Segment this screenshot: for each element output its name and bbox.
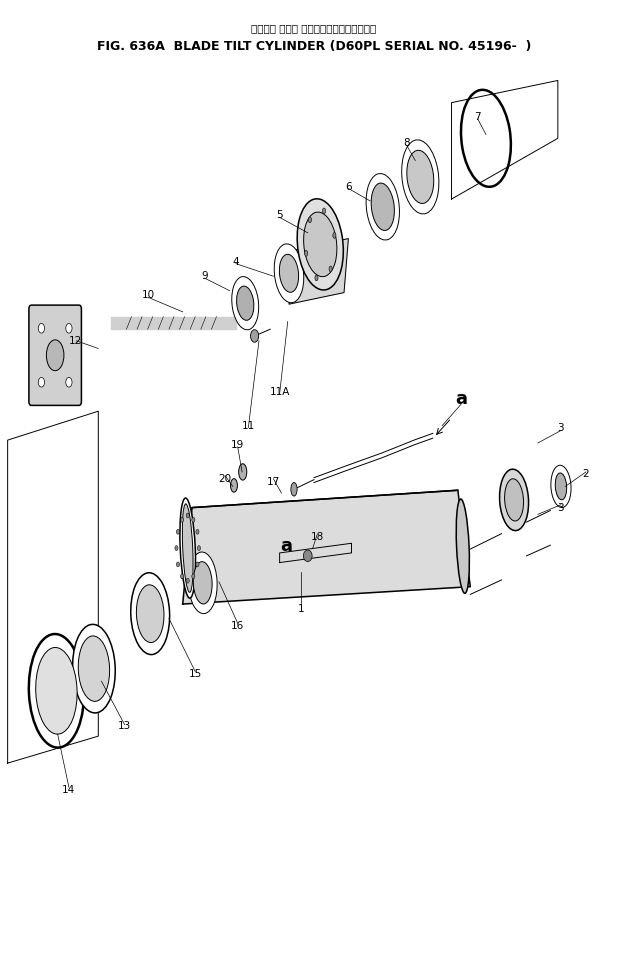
Ellipse shape (551, 465, 571, 508)
Ellipse shape (29, 634, 84, 747)
Ellipse shape (291, 483, 297, 496)
Ellipse shape (192, 517, 195, 522)
FancyBboxPatch shape (29, 306, 82, 405)
Ellipse shape (196, 562, 199, 567)
Ellipse shape (180, 498, 195, 599)
Ellipse shape (366, 173, 399, 240)
Text: 15: 15 (188, 669, 202, 680)
Ellipse shape (308, 217, 311, 222)
Text: 5: 5 (276, 211, 283, 220)
Ellipse shape (38, 377, 45, 387)
Ellipse shape (186, 513, 189, 518)
Ellipse shape (315, 275, 318, 280)
Ellipse shape (499, 469, 529, 531)
Ellipse shape (66, 323, 72, 333)
Ellipse shape (232, 277, 259, 330)
Text: 11: 11 (242, 421, 255, 430)
Polygon shape (183, 490, 470, 604)
Ellipse shape (176, 562, 180, 567)
Ellipse shape (196, 529, 199, 534)
Ellipse shape (239, 464, 247, 481)
Text: ブレード チルト シリンダ　　　　適用号機: ブレード チルト シリンダ 適用号機 (251, 23, 377, 34)
Ellipse shape (73, 625, 116, 713)
Text: 3: 3 (558, 503, 565, 513)
Ellipse shape (186, 578, 189, 583)
Polygon shape (452, 80, 558, 199)
Ellipse shape (329, 266, 332, 272)
Text: 1: 1 (298, 603, 305, 614)
Ellipse shape (78, 636, 110, 701)
Text: 13: 13 (118, 721, 131, 731)
Ellipse shape (407, 150, 434, 203)
Ellipse shape (303, 212, 337, 277)
Ellipse shape (180, 574, 183, 578)
Text: 16: 16 (231, 621, 244, 631)
Text: 18: 18 (310, 532, 324, 542)
Ellipse shape (66, 377, 72, 387)
Ellipse shape (297, 199, 344, 290)
Text: 6: 6 (345, 182, 352, 191)
Ellipse shape (136, 585, 164, 642)
Ellipse shape (197, 545, 200, 550)
Ellipse shape (193, 562, 212, 604)
Ellipse shape (176, 529, 180, 534)
Text: 9: 9 (201, 271, 208, 281)
Text: 2: 2 (583, 469, 589, 479)
Text: 10: 10 (142, 290, 155, 301)
Ellipse shape (237, 286, 254, 320)
Ellipse shape (303, 550, 312, 562)
Text: a: a (455, 390, 467, 408)
Ellipse shape (38, 323, 45, 333)
Ellipse shape (175, 545, 178, 550)
Text: 8: 8 (403, 138, 410, 148)
Ellipse shape (182, 504, 193, 593)
Ellipse shape (251, 330, 259, 342)
Ellipse shape (192, 574, 195, 578)
Text: 20: 20 (219, 474, 232, 484)
Ellipse shape (274, 244, 304, 303)
Ellipse shape (555, 473, 566, 500)
Text: 19: 19 (231, 440, 244, 450)
Ellipse shape (188, 552, 217, 614)
Ellipse shape (36, 648, 77, 734)
Ellipse shape (504, 479, 524, 521)
Ellipse shape (402, 140, 439, 214)
Polygon shape (289, 239, 349, 305)
Text: a: a (280, 538, 292, 555)
Ellipse shape (279, 254, 298, 292)
Ellipse shape (371, 183, 394, 230)
Text: 14: 14 (62, 785, 75, 795)
Ellipse shape (456, 499, 469, 594)
Ellipse shape (230, 479, 237, 492)
Ellipse shape (131, 572, 170, 655)
Text: 3: 3 (558, 423, 565, 432)
Polygon shape (8, 411, 99, 763)
Ellipse shape (180, 517, 183, 522)
Text: 4: 4 (232, 256, 239, 267)
Polygon shape (111, 316, 236, 329)
Ellipse shape (322, 208, 325, 214)
Text: 17: 17 (267, 477, 280, 486)
Text: 7: 7 (475, 112, 481, 122)
Ellipse shape (305, 250, 308, 256)
Text: FIG. 636A  BLADE TILT CYLINDER (D60PL SERIAL NO. 45196-  ): FIG. 636A BLADE TILT CYLINDER (D60PL SER… (97, 40, 531, 53)
Ellipse shape (333, 232, 336, 238)
Text: 11A: 11A (269, 387, 290, 396)
Text: 12: 12 (68, 336, 82, 346)
Ellipse shape (46, 339, 64, 370)
